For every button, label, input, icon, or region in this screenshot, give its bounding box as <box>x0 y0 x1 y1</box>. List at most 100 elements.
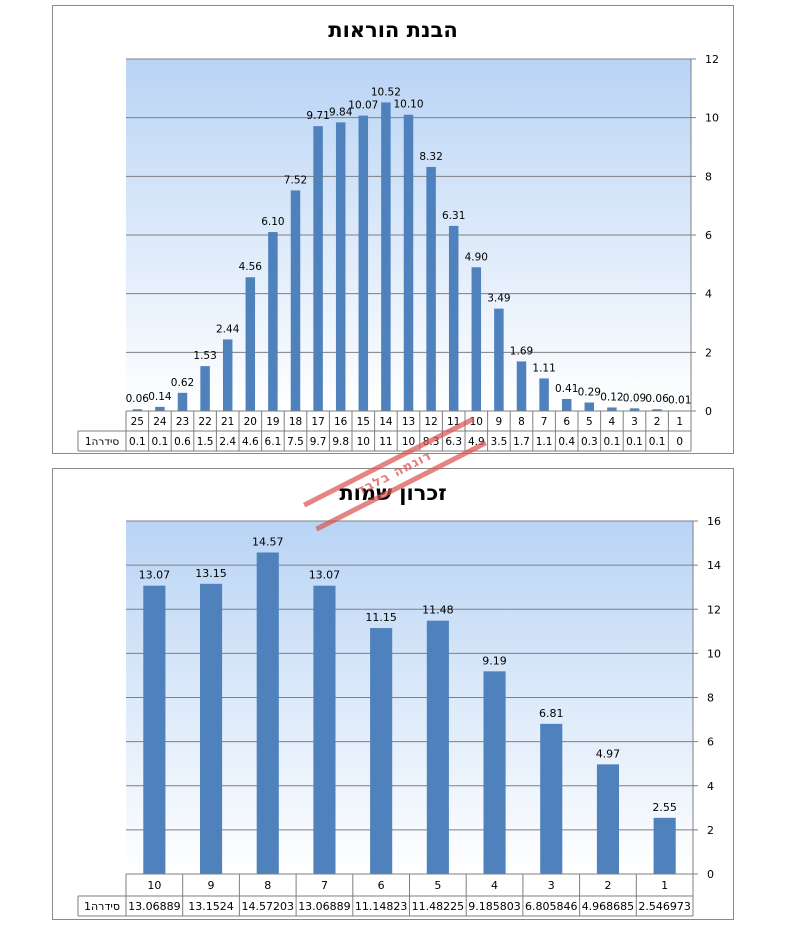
bar <box>335 122 346 412</box>
x-category-label: 25 <box>131 416 144 428</box>
data-label: 4.97 <box>596 747 621 760</box>
bar <box>199 583 223 874</box>
y-tick-label: 2 <box>705 346 712 359</box>
x-category-label: 1 <box>661 879 668 892</box>
y-tick-label: 4 <box>705 288 712 301</box>
chart-title: הבנת הוראות <box>328 18 458 42</box>
table-value: 0.1 <box>649 436 666 448</box>
data-label: 9.19 <box>482 654 507 667</box>
table-value: 13.06889 <box>128 900 181 913</box>
bar <box>607 407 617 411</box>
data-label: 10.10 <box>393 99 423 111</box>
y-tick-label: 14 <box>707 559 721 572</box>
x-category-label: 9 <box>208 879 215 892</box>
bar <box>494 308 504 411</box>
x-category-label: 13 <box>402 416 415 428</box>
y-tick-label: 0 <box>707 868 714 881</box>
data-label: 10.07 <box>348 100 378 112</box>
data-label: 3.49 <box>487 293 510 305</box>
data-label: 9.84 <box>329 106 353 118</box>
table-value: 9.7 <box>310 436 327 448</box>
bar <box>222 339 233 411</box>
x-category-label: 4 <box>491 879 498 892</box>
y-tick-label: 2 <box>707 824 714 837</box>
data-label: 0.41 <box>555 383 578 395</box>
data-label: 0.06 <box>126 393 150 405</box>
table-value: 11 <box>379 436 392 448</box>
x-category-label: 19 <box>266 416 279 428</box>
data-label: 0.62 <box>171 377 194 389</box>
y-tick-label: 16 <box>707 515 721 528</box>
data-label: 1.11 <box>532 362 555 374</box>
table-value: 4.968685 <box>582 900 635 913</box>
data-label: 13.07 <box>139 569 171 582</box>
table-value: 13.1524 <box>188 900 234 913</box>
table-value: 10 <box>357 436 370 448</box>
chart-panel-names: זכרון שמות 0 2 4 6 8 10 12 14 16 13.07 13.15 14.57 1… <box>52 468 734 920</box>
table-value: 6.1 <box>265 436 282 448</box>
data-label: 1.53 <box>193 350 216 362</box>
x-category-label: 1 <box>676 416 683 428</box>
y-tick-label: 10 <box>707 647 721 660</box>
table-value: 6.3 <box>445 436 462 448</box>
table-value: 2.546973 <box>638 900 691 913</box>
data-label: 0.14 <box>148 391 172 403</box>
x-category-label: 16 <box>334 416 348 428</box>
data-label: 6.31 <box>442 210 465 222</box>
data-label: 6.81 <box>539 707 564 720</box>
x-category-label: 6 <box>563 416 570 428</box>
bar <box>539 378 549 411</box>
y-tick-label: 4 <box>707 780 714 793</box>
data-label: 0.29 <box>578 386 601 398</box>
bar <box>177 392 188 411</box>
table-value: 1.5 <box>197 436 214 448</box>
x-category-label: 8 <box>264 879 271 892</box>
bar <box>540 723 563 874</box>
y-tick-label: 0 <box>705 405 712 418</box>
table-value: 0.6 <box>174 436 191 448</box>
table-value: 11.48225 <box>412 900 465 913</box>
data-label: 7.52 <box>284 174 307 186</box>
table-value: 1.1 <box>536 436 553 448</box>
x-category-label: 2 <box>654 416 661 428</box>
data-label: 4.90 <box>465 251 488 263</box>
chart-panel-instructions: הבנת הוראות 0 2 4 6 8 10 12 0.06 0.14 0.62 1.53 2.4… <box>52 5 734 454</box>
bar <box>426 620 449 874</box>
table-value: 0.1 <box>604 436 621 448</box>
bar <box>381 102 391 411</box>
x-category-label: 10 <box>147 879 161 892</box>
table-value: 9.185803 <box>468 900 521 913</box>
data-label: 10.52 <box>371 86 401 98</box>
y-tick-label: 6 <box>705 229 712 242</box>
table-value: 4.6 <box>242 436 259 448</box>
data-label: 9.71 <box>306 110 329 122</box>
table-value: 0.3 <box>581 436 598 448</box>
bar <box>584 402 595 411</box>
data-label: 14.57 <box>252 536 284 549</box>
x-category-label: 7 <box>541 416 548 428</box>
table-value: 2.4 <box>219 436 236 448</box>
y-tick-label: 8 <box>705 170 712 183</box>
y-tick-label: 12 <box>705 53 719 66</box>
x-category-label: 10 <box>470 416 483 428</box>
data-label: 4.56 <box>239 261 263 273</box>
data-label: 2.44 <box>216 323 240 335</box>
bar <box>426 166 436 411</box>
x-category-label: 12 <box>424 416 437 428</box>
data-label: 0.12 <box>600 391 623 403</box>
table-value: 9.8 <box>332 436 349 448</box>
data-label: 6.10 <box>261 216 284 228</box>
bar <box>290 190 301 411</box>
series-name: סידרה1 <box>85 436 120 448</box>
table-value: 14.57203 <box>242 900 295 913</box>
bar <box>313 126 323 411</box>
series-name: סידרה1 <box>84 900 120 913</box>
x-category-label: 6 <box>378 879 385 892</box>
bar <box>403 114 414 411</box>
data-label: 13.07 <box>309 569 341 582</box>
x-category-label: 21 <box>221 416 234 428</box>
table-value: 11.14823 <box>355 900 408 913</box>
data-label: 2.55 <box>652 801 677 814</box>
x-category-label: 8 <box>518 416 525 428</box>
data-label: 11.15 <box>365 611 397 624</box>
